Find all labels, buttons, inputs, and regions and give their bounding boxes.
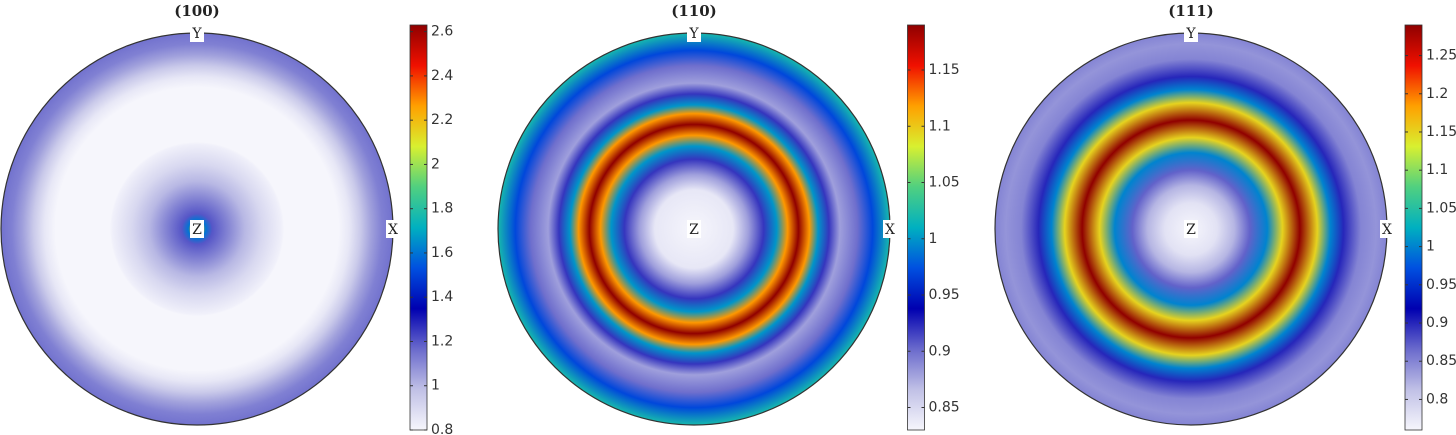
colorbar [907,24,925,431]
colorbar [409,24,428,431]
colorbar-tick-label: 1 [1426,239,1435,255]
label-box [386,220,400,238]
colorbar-tick-label: 1.8 [431,201,453,217]
axis-label: X [1382,222,1392,238]
colorbar-tick-label: 1 [929,231,938,247]
colorbar-tick-label: 1.05 [1426,200,1456,216]
label-box [1380,220,1394,238]
colorbar-tick-label: 1.1 [1426,162,1448,178]
axis-label: Z [1186,222,1196,238]
colorbar-tick-label: 0.95 [1426,277,1456,293]
panel-title: (100) [174,2,220,20]
axis-label: X [388,222,398,238]
colorbar-tick-label: 0.95 [929,287,960,303]
axis-label: X [885,222,895,238]
label-box [687,24,701,42]
colorbar-tick-label: 2.4 [431,68,453,84]
colorbar-tick-label: 1.1 [929,118,951,134]
label-box [687,220,701,238]
axis-label: Z [192,222,202,238]
label-box [1184,24,1198,42]
colorbar-tick-label: 1.15 [1426,124,1456,140]
colorbar-tick-label: 0.9 [929,343,951,359]
label-box [1184,220,1198,238]
colorbar-tick-label: 0.9 [1426,315,1448,331]
label-box [190,220,204,238]
colorbar [1404,24,1423,431]
colorbar-tick-label: 1 [431,378,440,394]
colorbar-tick-label: 2.6 [431,24,453,40]
colorbar-tick-label: 0.8 [1426,391,1448,407]
axis-label: Y [191,26,202,42]
panel-title: (111) [1168,2,1214,20]
colorbar-tick-label: 0.85 [929,400,960,416]
colorbar-tick-label: 1.2 [431,333,453,349]
axis-label: Z [689,222,699,238]
colorbar-tick-label: 1.05 [929,175,960,191]
colorbar-tick-label: 0.8 [431,422,453,435]
colorbar-tick-label: 1.4 [431,289,453,305]
label-box [190,24,204,42]
colorbar-tick-label: 2 [431,156,440,172]
colorbar-tick-label: 2.2 [431,112,453,128]
label-box [883,220,897,238]
colorbar-tick-label: 1.2 [1426,86,1448,102]
panel-title: (110) [671,2,717,20]
colorbar-tick-label: 1.6 [431,245,453,261]
axis-label: Y [688,26,699,42]
axis-label: Y [1185,26,1196,42]
colorbar-tick-label: 0.85 [1426,353,1456,369]
colorbar-tick-label: 1.15 [929,62,960,78]
colorbar-tick-label: 1.25 [1426,48,1456,64]
